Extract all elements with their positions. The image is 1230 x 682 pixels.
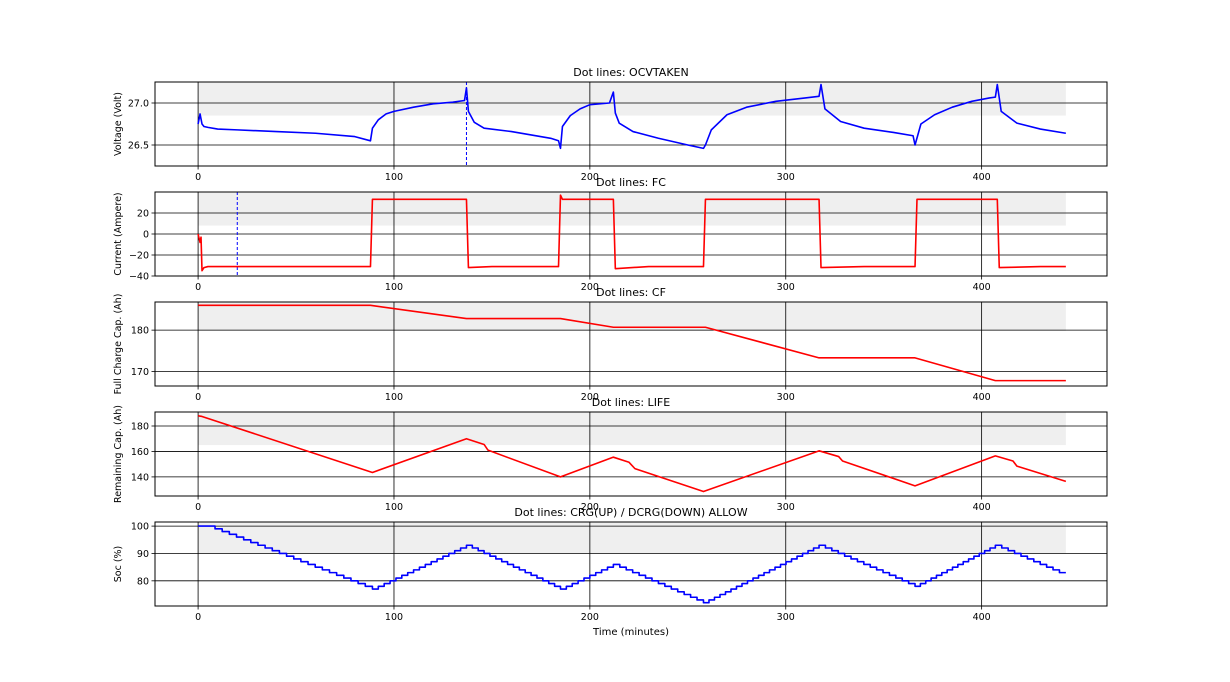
y-tick-label: 180 <box>131 326 149 337</box>
series-line-1 <box>197 415 1067 493</box>
series-line-1 <box>197 194 1066 272</box>
x-tick-label: 200 <box>581 502 599 513</box>
shaded-band <box>198 522 1066 554</box>
x-tick-label: 0 <box>195 392 201 403</box>
x-tick-label: 0 <box>195 172 201 183</box>
plot-frame <box>154 301 1108 387</box>
shaded-band <box>198 82 1066 116</box>
shaded-band <box>198 412 1066 446</box>
x-tick-label: 400 <box>973 172 991 183</box>
x-tick-label: 100 <box>385 282 403 293</box>
series-line-1 <box>198 304 1066 382</box>
y-tick-label: 140 <box>131 472 149 483</box>
y-tick-label: 20 <box>137 209 149 220</box>
x-tick-label: 300 <box>777 282 795 293</box>
y-axis-label: Remaining Cap. (Ah) <box>113 405 124 503</box>
x-tick-label: 200 <box>581 612 599 623</box>
x-tick-label: 0 <box>195 612 201 623</box>
y-tick-label: 80 <box>137 576 149 587</box>
y-tick-label: 180 <box>131 422 149 433</box>
y-axis-label: Full Charge Cap. (Ah) <box>113 294 124 395</box>
plot-frame <box>154 521 1108 607</box>
series-line-1 <box>198 525 1066 604</box>
plot-frame <box>154 191 1108 277</box>
x-tick-label: 200 <box>581 172 599 183</box>
x-tick-label: 400 <box>973 282 991 293</box>
y-tick-label: 90 <box>137 549 149 560</box>
y-tick-label: −20 <box>129 251 149 262</box>
x-tick-label: 0 <box>195 282 201 293</box>
panel-title: Dot lines: CRG(UP) / DCRG(DOWN) ALLOW <box>514 506 747 519</box>
plot-frame <box>154 411 1108 497</box>
x-tick-label: 300 <box>777 612 795 623</box>
panel-title: Dot lines: FC <box>596 176 666 189</box>
panel-title: Dot lines: OCVTAKEN <box>573 66 688 79</box>
x-tick-label: 400 <box>973 502 991 513</box>
x-tick-label: 100 <box>385 502 403 513</box>
x-tick-label: 300 <box>777 172 795 183</box>
series-line-1 <box>197 83 1066 150</box>
panel-4: 0 100 200 300 400 140 160 180 Dot lines: LIFE Rem… <box>113 396 1108 513</box>
panel-3: 0 100 200 300 400 170 180 Dot lines: CF Full Cha… <box>113 286 1108 403</box>
x-axis-label: Time (minutes) <box>592 627 669 638</box>
panel-2: 0 100 200 300 400 −40 −20 0 20 Dot lines: FC Curre… <box>113 176 1108 293</box>
x-tick-label: 400 <box>973 612 991 623</box>
x-tick-label: 0 <box>195 502 201 513</box>
y-axis-label: Voltage (Volt) <box>113 92 124 156</box>
x-tick-label: 100 <box>385 392 403 403</box>
plot-frame <box>154 81 1108 167</box>
y-tick-label: 160 <box>131 447 149 458</box>
panel-5: 0 100 200 300 400 80 90 100 Dot lines: CRG(UP) /… <box>113 506 1108 623</box>
y-axis-label: Current (Ampere) <box>113 192 124 275</box>
x-tick-label: 100 <box>385 612 403 623</box>
y-axis-label: Soc (%) <box>113 546 124 583</box>
x-tick-label: 200 <box>581 392 599 403</box>
x-tick-label: 100 <box>385 172 403 183</box>
y-tick-label: 100 <box>131 522 149 533</box>
y-tick-label: 170 <box>131 367 149 378</box>
shaded-band <box>198 192 1066 226</box>
y-tick-label: 26.5 <box>128 141 149 152</box>
y-tick-label: 0 <box>143 230 149 241</box>
panel-1: 0 100 200 300 400 26.5 27.0 Dot lines: OCVTAKEN… <box>113 66 1108 183</box>
y-tick-label: −40 <box>129 272 149 283</box>
panel-title: Dot lines: LIFE <box>592 396 670 409</box>
x-tick-label: 300 <box>777 502 795 513</box>
x-tick-label: 300 <box>777 392 795 403</box>
y-tick-label: 27.0 <box>128 99 149 110</box>
shaded-band <box>198 302 1066 331</box>
x-tick-label: 200 <box>581 282 599 293</box>
panel-title: Dot lines: CF <box>596 286 666 299</box>
x-tick-label: 400 <box>973 392 991 403</box>
